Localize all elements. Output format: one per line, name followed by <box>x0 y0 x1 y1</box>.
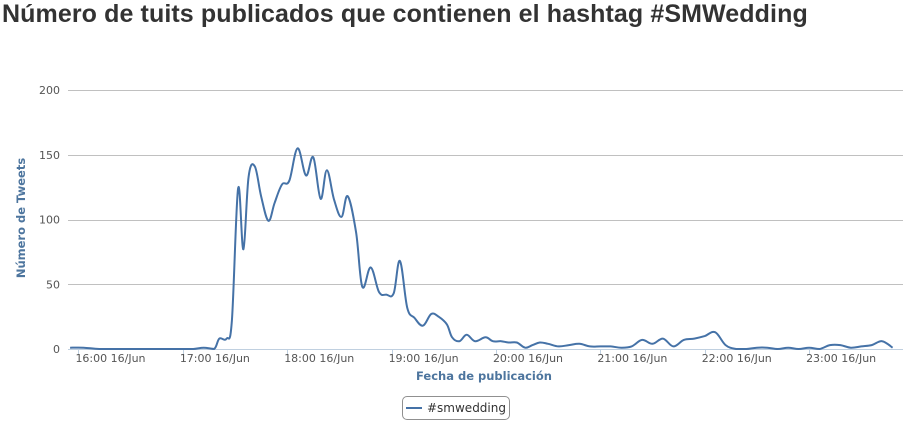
y-tick-label: 150 <box>39 149 60 162</box>
legend-label: #smwedding <box>427 401 506 415</box>
legend[interactable]: #smwedding <box>402 396 510 420</box>
y-tick-label: 50 <box>46 278 60 291</box>
series-group <box>70 147 894 350</box>
series-line-smwedding <box>70 147 894 350</box>
y-axis-title: Número de Tweets <box>14 158 28 279</box>
x-tick-label: 21:00 16/Jun <box>597 352 667 365</box>
x-tick-label: 18:00 16/Jun <box>284 352 354 365</box>
x-axis-title: Fecha de publicación <box>416 369 552 383</box>
y-tick-label: 100 <box>39 214 60 227</box>
x-tick-label: 20:00 16/Jun <box>493 352 563 365</box>
x-tick-label: 22:00 16/Jun <box>702 352 772 365</box>
x-tick-label: 23:00 16/Jun <box>806 352 876 365</box>
chart-title: Número de tuits publicados que contienen… <box>2 0 808 28</box>
x-tick-label: 17:00 16/Jun <box>180 352 250 365</box>
legend-swatch <box>406 407 422 409</box>
y-tick-label: 200 <box>39 84 60 97</box>
x-tick-label: 19:00 16/Jun <box>389 352 459 365</box>
y-tick-label: 0 <box>53 343 60 356</box>
y-axis-ticks: 0 50 100 150 200 <box>39 84 60 356</box>
grid-lines <box>68 90 903 285</box>
x-tick-label: 16:00 16/Jun <box>75 352 145 365</box>
x-axis-ticks: 16:00 16/Jun 17:00 16/Jun 18:00 16/Jun 19:0… <box>75 349 876 365</box>
